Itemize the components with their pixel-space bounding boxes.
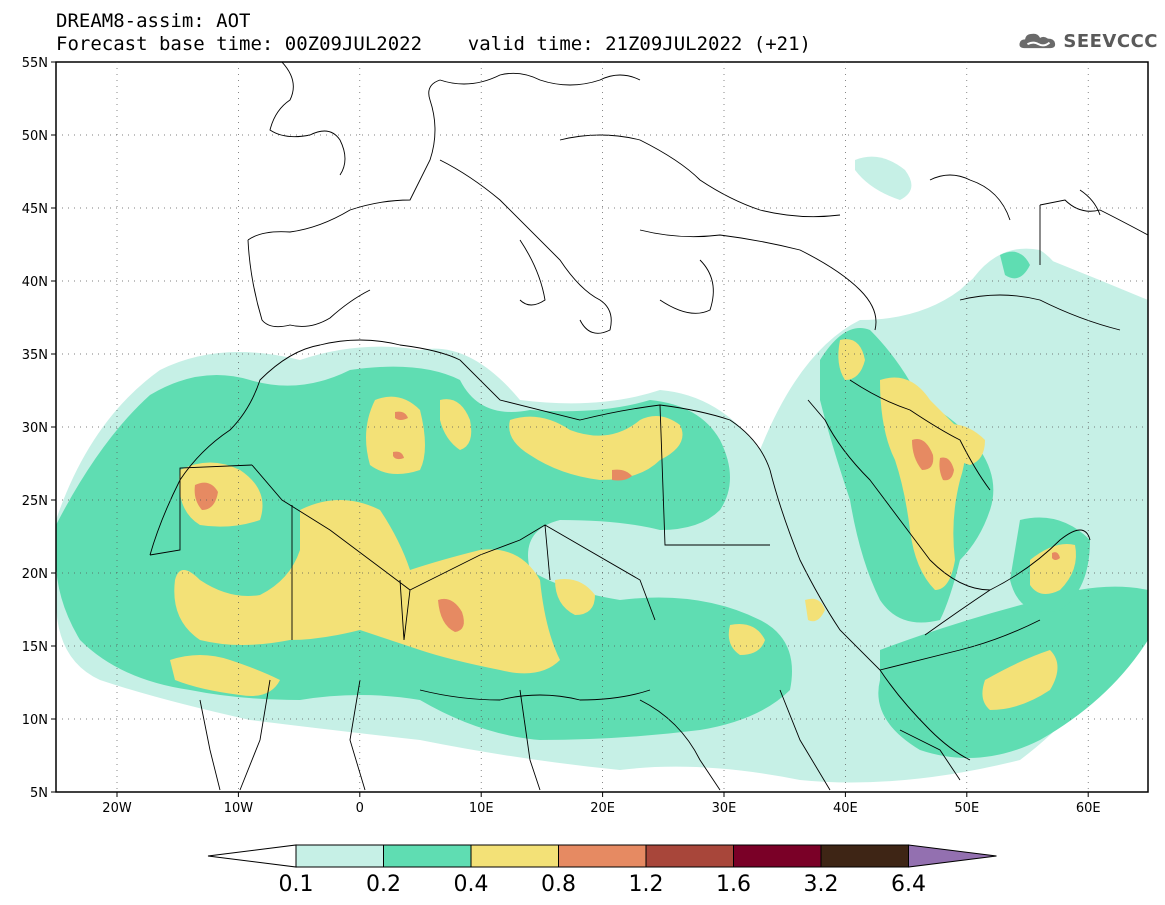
lon-tick-label: 20W (102, 801, 132, 816)
lat-tick-label: 45N (22, 202, 48, 217)
lat-tick-label: 20N (22, 567, 48, 582)
lat-tick-label: 5N (30, 786, 48, 801)
seevccc-logo: SEEVCCC (1018, 26, 1158, 56)
colorbar-label: 0.4 (453, 872, 489, 897)
colorbar-label: 1.2 (628, 872, 664, 897)
colorbar-low-arrow (207, 844, 297, 868)
lat-tick-label: 15N (22, 640, 48, 655)
colorbar-label: 1.6 (716, 872, 751, 897)
colorbar-swatch (733, 844, 822, 868)
colorbar-swatch (558, 844, 647, 868)
lon-tick-label: 20E (590, 801, 615, 816)
lat-tick-label: 35N (22, 348, 48, 363)
colorbar-swatch (645, 844, 734, 868)
aot-level-0-8 (194, 411, 1060, 632)
lon-tick-label: 10E (469, 801, 494, 816)
graticule (56, 62, 1148, 792)
lon-tick-label: 60E (1076, 801, 1101, 816)
colorbar (207, 844, 997, 868)
colorbar-swatch (470, 844, 559, 868)
lat-tick-label: 30N (22, 421, 48, 436)
colorbar-label: 6.4 (891, 872, 926, 897)
colorbar-label: 0.1 (278, 872, 314, 897)
dust-field (56, 62, 1148, 791)
lat-tick-label: 50N (22, 129, 48, 144)
colorbar-label: 0.2 (366, 872, 401, 897)
logo-text: SEEVCCC (1063, 30, 1158, 52)
colorbar-swatch (820, 844, 909, 868)
lon-tick-label: 10W (224, 801, 254, 816)
colorbar-label: 0.8 (541, 872, 576, 897)
map-title: DREAM8-assim: AOT (56, 10, 251, 32)
lat-tick-label: 10N (22, 713, 48, 728)
lat-tick-label: 55N (22, 56, 48, 71)
lon-tick-label: 0 (356, 801, 364, 816)
colorbar-swatch (383, 844, 472, 868)
cloud-icon (1019, 33, 1056, 49)
forecast-time-subtitle: Forecast base time: 00Z09JUL2022 valid t… (56, 33, 811, 55)
lon-tick-label: 40E (833, 801, 858, 816)
colorbar-swatch (295, 844, 384, 868)
colorbar-label: 3.2 (803, 872, 839, 897)
lat-tick-label: 40N (22, 275, 48, 290)
lon-tick-label: 30E (712, 801, 737, 816)
lat-tick-label: 25N (22, 494, 48, 509)
axis-ticks: 55N 50N 45N 40N 35N 30N 25N 20N 15N 10N 5N 20W 10W 0 1… (22, 56, 1101, 816)
colorbar-high-arrow (908, 844, 997, 868)
lon-tick-label: 50E (954, 801, 979, 816)
country-borders (149, 62, 1148, 791)
